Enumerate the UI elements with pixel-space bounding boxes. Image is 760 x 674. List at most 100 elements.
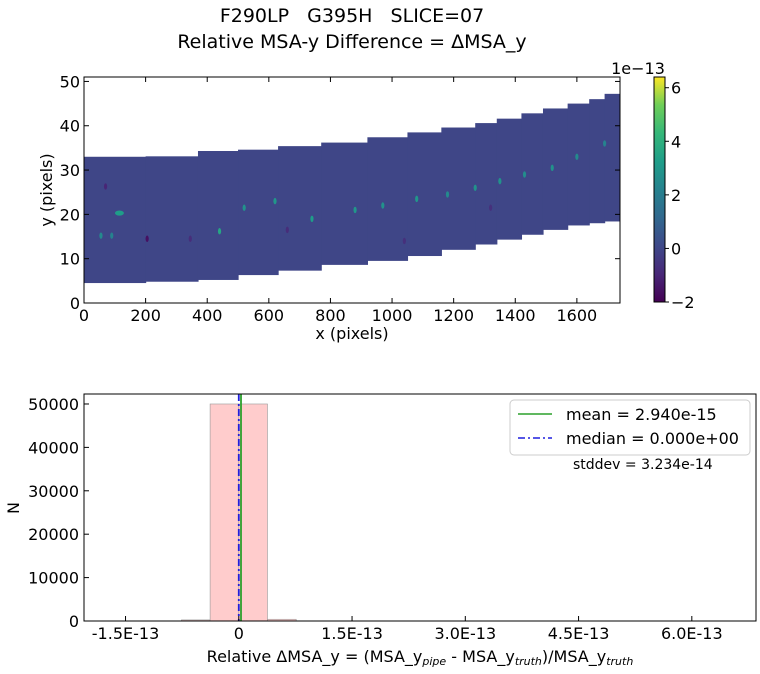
x-tick-label-7: 1400 (495, 306, 536, 325)
heatmap-features (99, 140, 607, 245)
hist-y-tick-label-5: 50000 (28, 395, 79, 414)
heatmap-x-axis-label: x (pixels) (315, 324, 388, 343)
x-tick-label-1: 200 (130, 306, 161, 325)
strip-segment-4 (278, 146, 322, 271)
heatmap-frame (83, 76, 621, 304)
heatmap-feature-6 (242, 204, 246, 211)
heatmap-feature-9 (353, 206, 357, 214)
heatmap-x-axis: 0 200 400 600 800 1000 1200 1400 1600 (79, 77, 597, 325)
histogram-y-axis: 0 10000 20000 30000 40000 50000 (28, 395, 89, 631)
xlabel-sub-pipe: pipe (421, 655, 446, 668)
heatmap-feature-15 (522, 171, 527, 178)
x-tick-label-6: 1200 (433, 306, 474, 325)
histogram-frame (83, 393, 757, 622)
strip-segment-14 (589, 99, 606, 224)
x-tick-label-5: 1000 (372, 306, 413, 325)
strip-segment-0 (84, 156, 147, 284)
heatmap-y-axis-label: y (pixels) (37, 153, 56, 226)
strip-segment-9 (475, 123, 498, 245)
xlabel-sub-truth-1: truth (515, 655, 542, 668)
x-tick-label-2: 400 (192, 306, 223, 325)
xlabel-tail: )/MSA_y (542, 647, 606, 667)
hist-y-tick-label-2: 20000 (28, 525, 79, 544)
hist-x-tick-label-5: 6.0E-13 (661, 624, 723, 643)
hist-x-tick-label-1: 0 (234, 624, 244, 643)
colorbar: 1e−13 −2 0 2 4 6 (611, 59, 694, 312)
y-tick-label-3: 30 (60, 161, 80, 180)
heatmap-feature-5 (217, 228, 222, 235)
colorbar-tick-label-4: 6 (671, 79, 681, 98)
histogram-panel: -1.5E-13 0 1.5E-13 3.0E-13 4.5E-13 6.0E-13 0 1… (4, 393, 757, 668)
heatmap-feature-4 (145, 235, 149, 242)
heatmap-feature-10 (381, 202, 385, 209)
hist-x-tick-label-4: 4.5E-13 (548, 624, 610, 643)
strip-segment-15 (604, 93, 620, 222)
y-tick-label-0: 0 (70, 294, 80, 313)
strip-segment-3 (238, 149, 279, 276)
strip-segment-8 (441, 127, 476, 250)
heatmap-panel: 0 200 400 600 800 1000 1200 1400 1600 0 10 20 30 40 5… (37, 72, 621, 343)
xlabel-mid: - MSA_y (446, 647, 515, 667)
colorbar-ticks: −2 0 2 4 6 (665, 79, 695, 312)
histogram-y-axis-label: N (4, 502, 23, 514)
colorbar-offset-label: 1e−13 (611, 59, 665, 78)
hist-y-tick-label-1: 10000 (28, 569, 79, 588)
colorbar-tick-label-2: 2 (671, 186, 681, 205)
colorbar-gradient (653, 76, 666, 303)
histogram-bars (152, 403, 326, 622)
strip-segment-12 (542, 108, 569, 230)
legend-mean-label: mean = 2.940e-15 (566, 405, 717, 424)
legend-median-label: median = 0.000e+00 (566, 429, 739, 448)
heatmap-feature-12 (445, 191, 450, 198)
histogram-x-axis: -1.5E-13 0 1.5E-13 3.0E-13 4.5E-13 6.0E-13 (92, 616, 723, 643)
xlabel-main: Relative ΔMSA_y = (MSA_y (207, 647, 423, 667)
heatmap-strip (84, 93, 620, 284)
heatmap-feature-16 (550, 164, 554, 172)
y-tick-label-1: 10 (60, 250, 80, 269)
hist-x-tick-label-3: 3.0E-13 (434, 624, 496, 643)
heatmap-feature-14 (498, 177, 502, 185)
x-tick-label-3: 600 (254, 306, 285, 325)
heatmap-feature-7 (273, 197, 277, 205)
heatmap-feature-3 (103, 183, 108, 190)
x-tick-label-0: 0 (79, 306, 89, 325)
strip-segment-2 (197, 151, 239, 280)
y-tick-label-4: 40 (60, 117, 80, 136)
histogram-bar-5 (238, 403, 268, 622)
strip-segment-5 (321, 142, 369, 265)
heatmap-y-axis: 0 10 20 30 40 50 (60, 72, 620, 313)
figure-title-line1: F290LP G395H SLICE=07 (220, 5, 484, 27)
colorbar-tick-label-0: −2 (671, 293, 695, 312)
histogram-bar-4 (209, 403, 240, 622)
colorbar-tick-label-3: 4 (671, 132, 681, 151)
y-tick-label-2: 20 (60, 205, 80, 224)
strip-segment-1 (145, 156, 199, 282)
strip-segment-13 (567, 103, 590, 226)
x-tick-label-4: 800 (315, 306, 346, 325)
heatmap-feature-19 (188, 235, 192, 242)
y-tick-label-5: 50 (60, 72, 80, 91)
legend-box (509, 399, 751, 456)
hist-y-tick-label-3: 30000 (28, 482, 79, 501)
hist-x-tick-label-2: 1.5E-13 (321, 624, 383, 643)
xlabel-sub-truth-2: truth (606, 655, 633, 668)
histogram-x-axis-label: Relative ΔMSA_y = (MSA_ypipe - MSA_ytrut… (207, 647, 634, 668)
hist-y-tick-label-4: 40000 (28, 438, 79, 457)
heatmap-feature-13 (473, 184, 477, 191)
heatmap-feature-21 (402, 237, 406, 245)
histogram-stat-lines (237, 394, 242, 621)
strip-segment-6 (367, 137, 409, 261)
figure-title-line2: Relative MSA-y Difference = ΔMSA_y (177, 31, 526, 53)
heatmap-feature-1 (99, 232, 103, 239)
histogram-legend: mean = 2.940e-15 median = 0.000e+00 (509, 399, 751, 456)
heatmap-feature-18 (602, 140, 607, 147)
hist-y-tick-label-0: 0 (69, 612, 79, 631)
strip-segment-7 (407, 132, 442, 257)
heatmap-feature-0 (114, 210, 124, 216)
colorbar-tick-label-1: 0 (671, 239, 681, 258)
strip-segment-11 (521, 113, 544, 235)
heatmap-feature-2 (110, 232, 114, 239)
heatmap-feature-20 (285, 226, 289, 234)
x-tick-label-8: 1600 (557, 306, 598, 325)
